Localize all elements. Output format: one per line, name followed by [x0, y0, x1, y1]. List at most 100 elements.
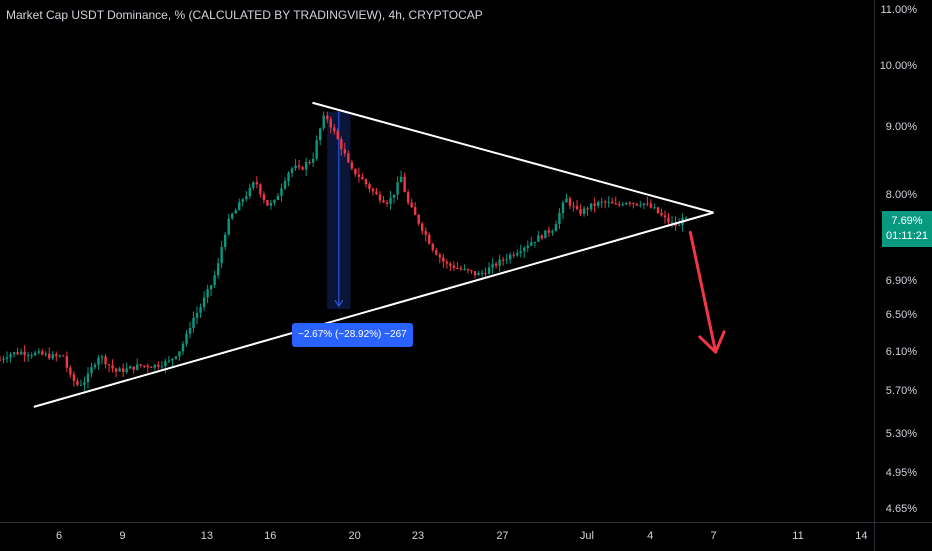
candle — [128, 365, 132, 369]
drawing-layer[interactable] — [33, 101, 726, 408]
price-tick-label: 6.90% — [885, 274, 917, 287]
time-tick-label: 9 — [119, 530, 126, 542]
candle — [23, 345, 26, 362]
candle — [294, 159, 297, 171]
candle — [276, 193, 280, 201]
candle — [273, 199, 276, 206]
candle — [389, 190, 392, 210]
candle — [231, 212, 234, 220]
bar-countdown: 01:11:21 — [885, 230, 928, 242]
candle — [178, 351, 181, 361]
upper-trendline[interactable] — [312, 101, 714, 214]
candle — [9, 352, 12, 363]
candle — [618, 200, 621, 208]
candle — [19, 348, 23, 356]
lower-trendline[interactable] — [33, 211, 714, 408]
candle — [445, 259, 449, 269]
candle — [526, 240, 529, 253]
candle — [252, 181, 255, 191]
candle — [213, 270, 216, 288]
candle — [544, 230, 547, 239]
candle — [600, 197, 603, 208]
candle — [579, 204, 582, 217]
candle — [329, 116, 332, 134]
time-tick-label: 4 — [647, 530, 654, 542]
candle — [354, 168, 357, 177]
candle — [596, 200, 600, 209]
candle — [533, 241, 537, 248]
candle — [558, 208, 561, 229]
candle — [649, 199, 653, 209]
candle — [487, 262, 491, 275]
axis-corner[interactable] — [874, 522, 932, 551]
candle — [55, 351, 58, 362]
candle — [530, 236, 533, 247]
candle — [575, 199, 579, 211]
candle — [114, 367, 118, 378]
measure-tool[interactable] — [327, 111, 351, 310]
candle — [470, 269, 473, 274]
price-tick-label: 6.50% — [885, 309, 917, 322]
candle — [181, 341, 185, 356]
candle — [0, 355, 2, 361]
candle — [364, 178, 368, 188]
candle — [340, 136, 343, 156]
candle — [582, 205, 586, 217]
candle — [410, 198, 413, 209]
candle — [104, 353, 107, 369]
candle — [44, 351, 47, 357]
candle — [508, 252, 512, 264]
time-axis[interactable]: 6 9 13 16 20 23 27 Jul 4 7 11 14 — [0, 522, 874, 551]
candle — [136, 358, 139, 371]
candle — [326, 111, 329, 124]
breakdown-arrow[interactable] — [688, 230, 718, 354]
candle — [385, 200, 389, 207]
candle — [663, 210, 667, 224]
candle — [551, 229, 554, 236]
candle — [322, 111, 325, 131]
candle — [512, 251, 515, 258]
candle — [540, 234, 544, 241]
time-tick-label: 20 — [348, 530, 361, 542]
candle — [382, 196, 385, 204]
candle — [375, 187, 378, 196]
measure-arrowhead — [334, 299, 344, 308]
candle — [399, 170, 403, 183]
candle — [139, 363, 142, 368]
candle — [259, 183, 262, 198]
candle — [491, 258, 494, 275]
candle — [86, 367, 90, 389]
candle — [456, 262, 459, 270]
time-tick-label: 13 — [200, 530, 213, 542]
price-axis[interactable]: 11.00% 10.00% 9.00% 8.00% 6.90% 6.50% 6.10% 5.7… — [874, 0, 932, 522]
candle — [435, 247, 438, 256]
candle — [195, 306, 199, 324]
candle — [26, 352, 30, 362]
candle — [188, 321, 192, 339]
candle — [607, 196, 610, 208]
candle — [628, 201, 632, 207]
candle — [65, 351, 69, 373]
candle — [593, 197, 596, 213]
candle — [280, 183, 283, 202]
candle — [164, 358, 167, 373]
candle — [311, 152, 315, 167]
breakdown-arrowhead — [698, 330, 726, 354]
candle — [653, 203, 656, 210]
candle — [477, 270, 480, 276]
price-tick-label: 11.00% — [880, 4, 918, 17]
candle — [614, 196, 617, 205]
time-tick-label: 16 — [264, 530, 277, 542]
candle — [216, 257, 220, 279]
candle — [350, 159, 354, 171]
candle — [266, 199, 269, 207]
candle — [480, 269, 484, 277]
candle — [442, 253, 445, 268]
candle — [568, 196, 572, 210]
last-price-badge: 7.69% 01:11:21 — [882, 211, 932, 247]
candle — [192, 311, 195, 333]
price-chart[interactable] — [0, 0, 874, 522]
candle — [554, 220, 558, 232]
candle — [111, 359, 114, 373]
candle — [484, 267, 487, 277]
